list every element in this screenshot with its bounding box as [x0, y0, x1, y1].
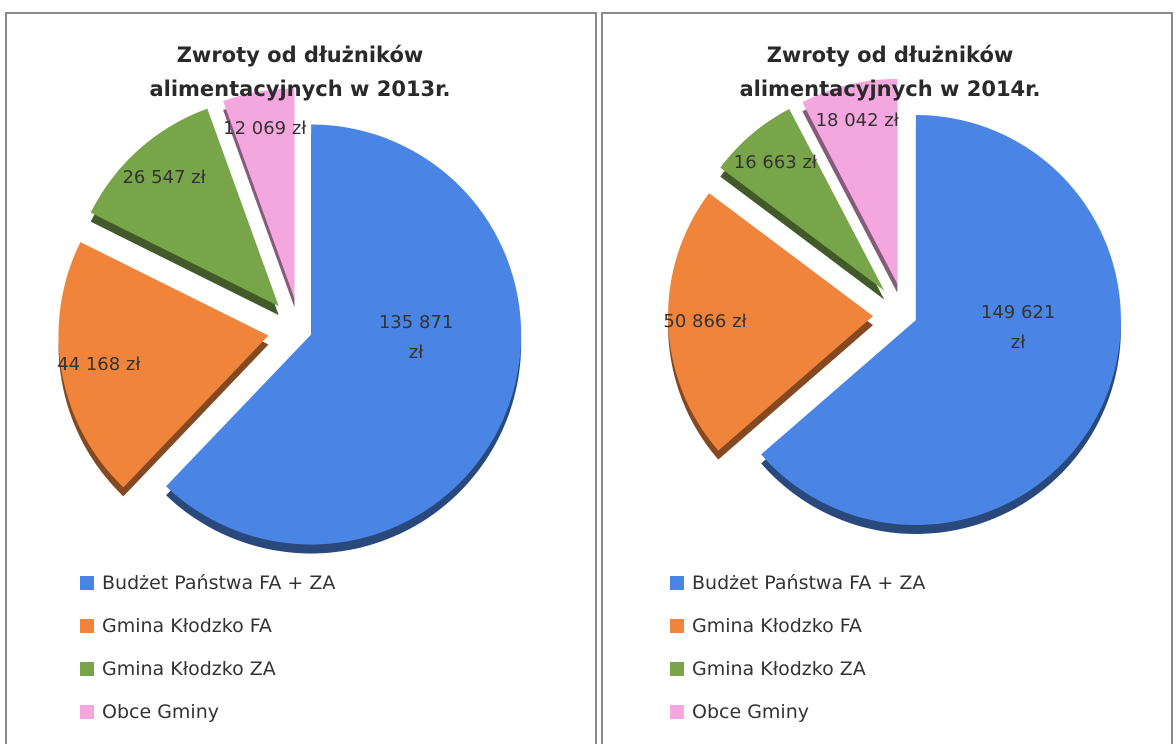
- legend-swatch: [80, 619, 94, 633]
- legend-label: Obce Gminy: [692, 701, 809, 723]
- data-label: 50 866 zł: [663, 311, 747, 333]
- slice: [668, 193, 874, 451]
- panel: [601, 12, 1173, 744]
- legend-swatch: [670, 576, 684, 590]
- slice: [166, 124, 522, 545]
- data-label: 16 663 zł: [733, 151, 818, 173]
- legend-swatch: [80, 662, 94, 676]
- legend-label: Gmina Kłodzko FA: [692, 615, 862, 637]
- legend-item: Gmina Kłodzko FA: [80, 615, 272, 637]
- legend-item: Gmina Kłodzko FA: [670, 615, 862, 637]
- legend-swatch: [670, 705, 684, 719]
- panel: [5, 12, 597, 744]
- legend-label: Gmina Kłodzko ZA: [692, 658, 866, 680]
- legend-item: Obce Gminy: [670, 701, 809, 723]
- legend-swatch: [80, 576, 94, 590]
- legend-item: Budżet Państwa FA + ZA: [80, 572, 335, 594]
- legend-item: Budżet Państwa FA + ZA: [670, 572, 925, 594]
- legend-label: Obce Gminy: [102, 701, 219, 723]
- slice: [761, 114, 1121, 525]
- legend-item: Gmina Kłodzko ZA: [670, 658, 866, 680]
- legend-swatch: [670, 619, 684, 633]
- legend-label: Budżet Państwa FA + ZA: [692, 572, 926, 594]
- slice: [58, 242, 269, 488]
- slice: [90, 108, 279, 307]
- data-label: 149 621 zł: [980, 301, 1056, 353]
- chart-title: Zwroty od dłużników alimentacyjnych w 20…: [739, 43, 1041, 101]
- chart-title: Zwroty od dłużników alimentacyjnych w 20…: [149, 43, 451, 101]
- slice: [802, 78, 898, 284]
- data-label: 12 069 zł: [223, 117, 307, 139]
- legend-label: Budżet Państwa FA + ZA: [102, 572, 336, 594]
- legend-item: Obce Gminy: [80, 701, 219, 723]
- data-label: 26 547 zł: [122, 166, 206, 188]
- legend-swatch: [80, 705, 94, 719]
- legend-item: Gmina Kłodzko ZA: [80, 658, 276, 680]
- slice: [720, 108, 885, 291]
- legend-swatch: [670, 662, 684, 676]
- legend-label: Gmina Kłodzko FA: [102, 615, 272, 637]
- slice: [223, 88, 295, 299]
- data-label: 18 042 zł: [815, 109, 899, 131]
- legend-label: Gmina Kłodzko ZA: [102, 658, 276, 680]
- data-label: 135 871 zł: [378, 311, 454, 363]
- data-label: 44 168 zł: [57, 354, 141, 376]
